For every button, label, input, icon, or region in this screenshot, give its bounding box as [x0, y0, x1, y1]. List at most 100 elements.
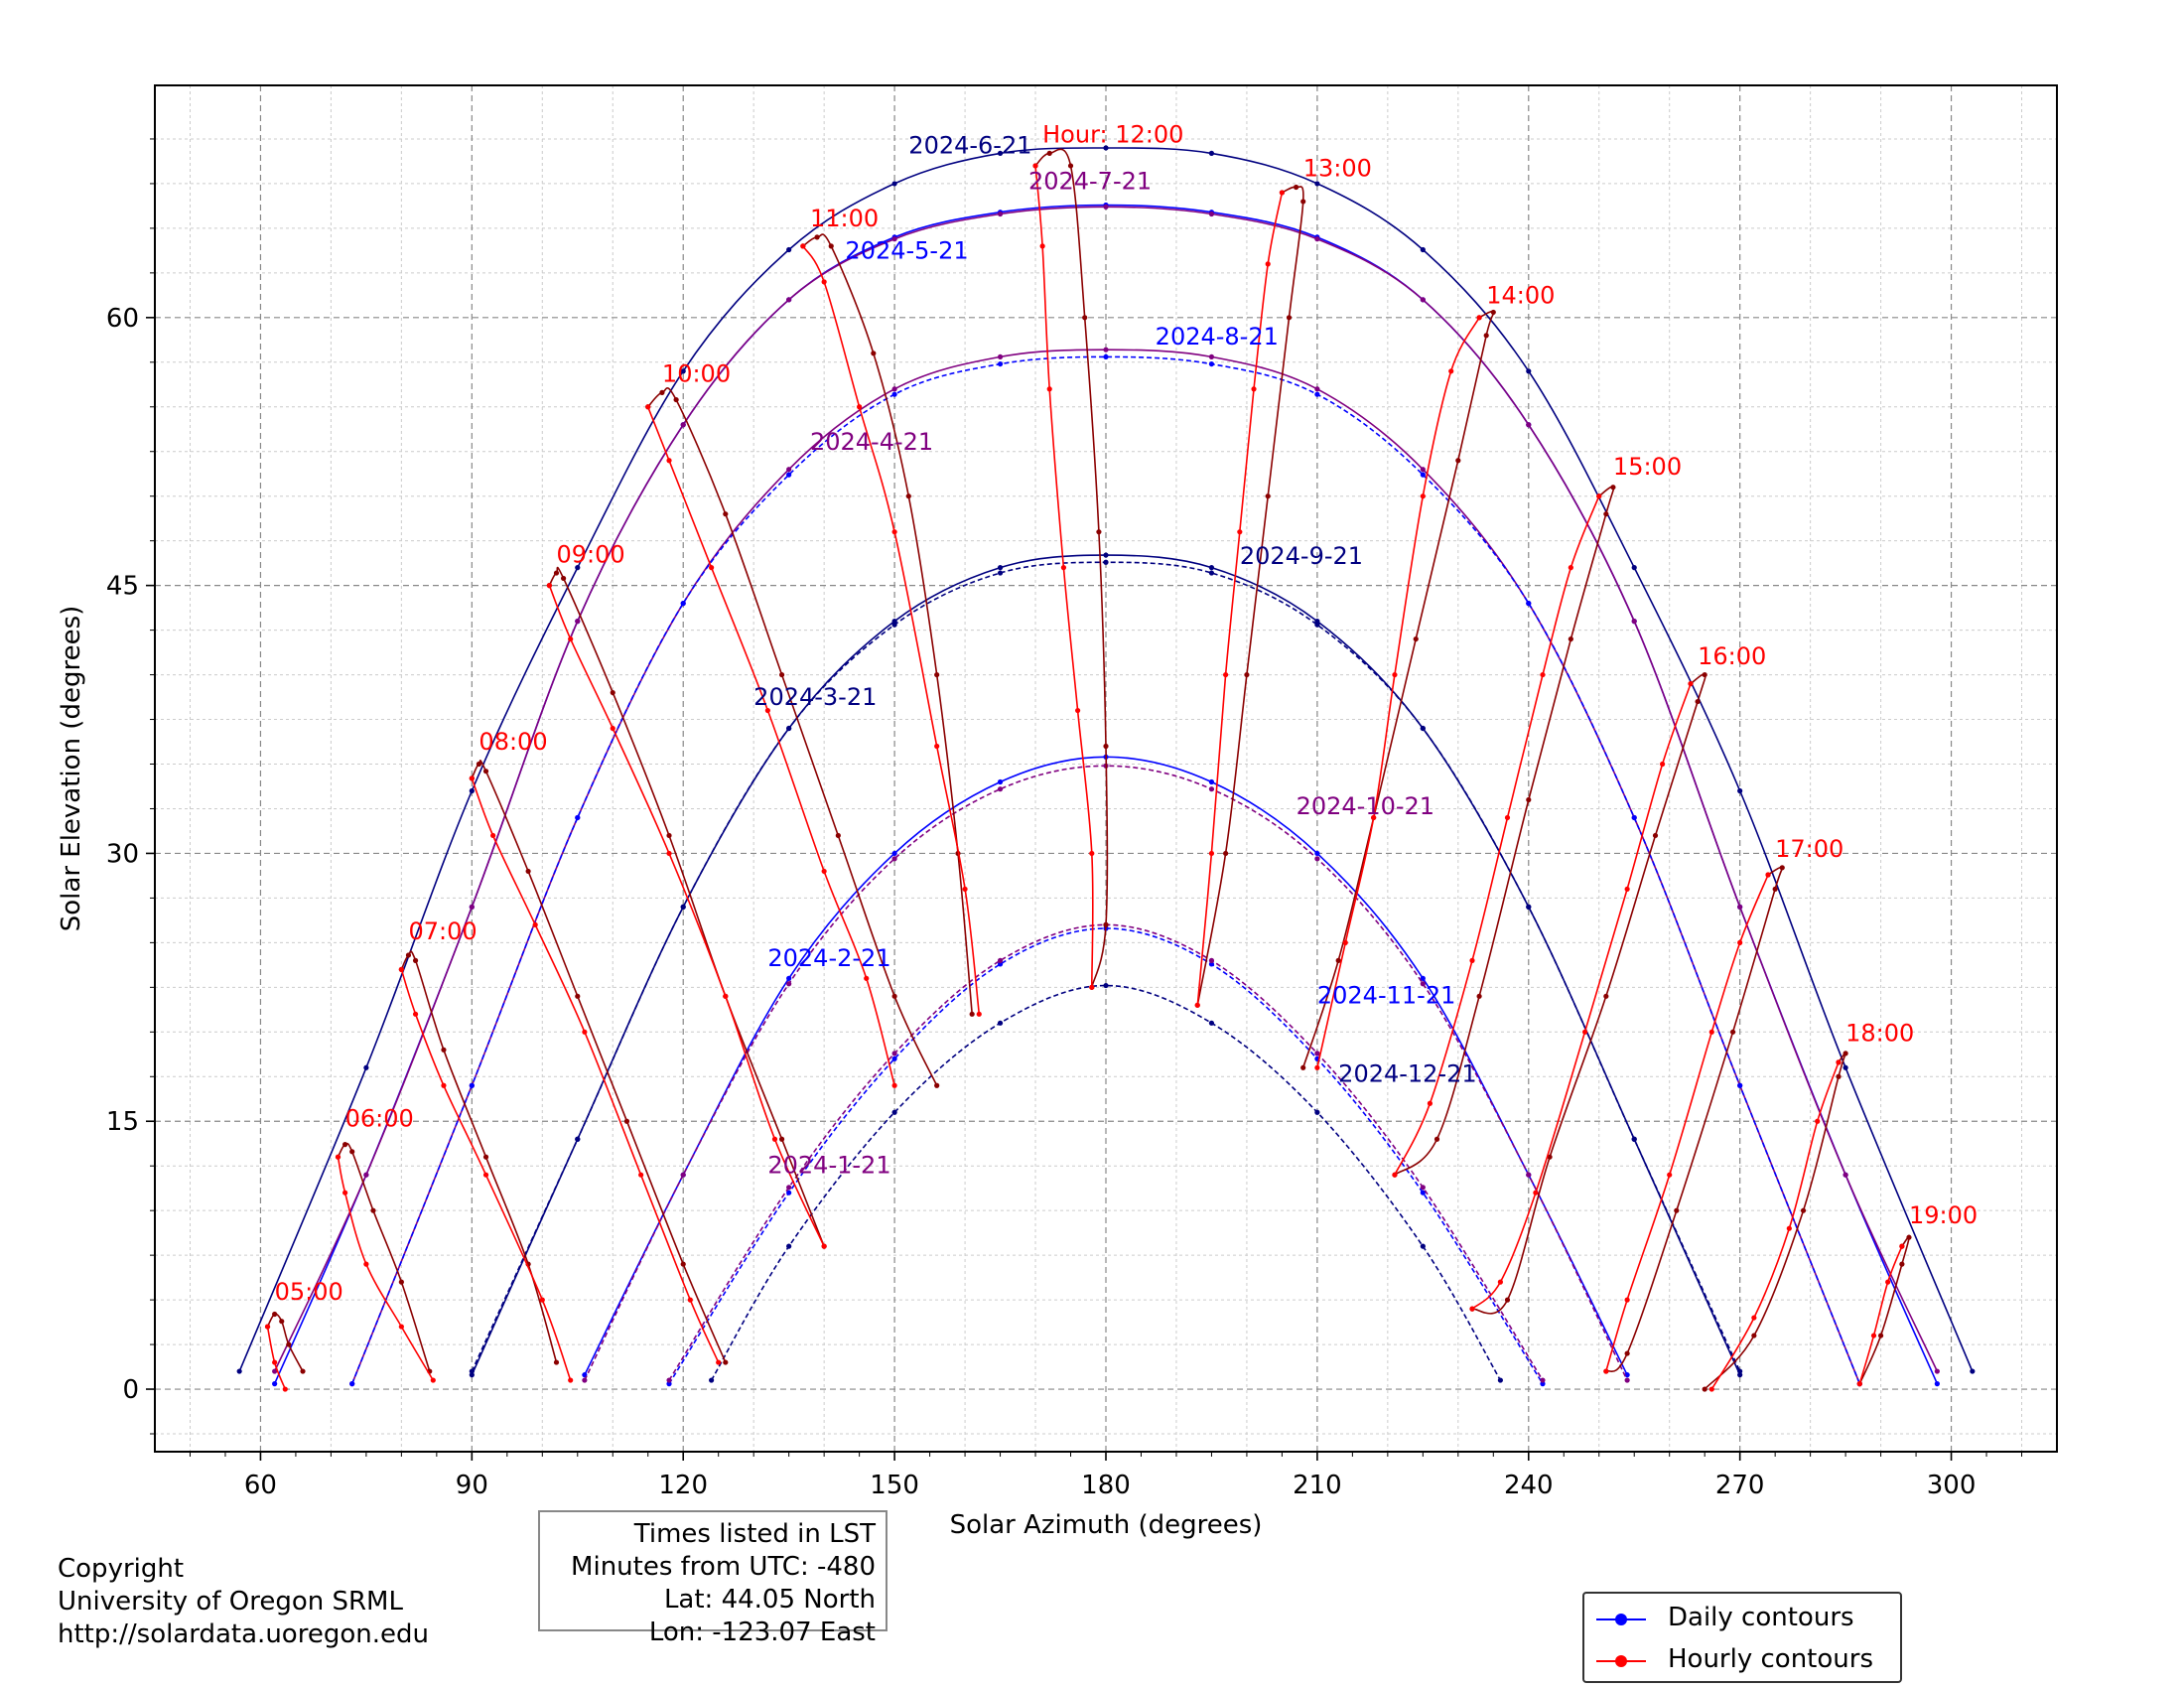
daily-contour-point — [1540, 1377, 1546, 1383]
daily-contour-point — [1314, 850, 1320, 857]
daily-contour-point — [1420, 1243, 1426, 1249]
hourly-contour-09:00 — [546, 566, 827, 1249]
hourly-contour-line — [1301, 310, 1495, 1068]
daily-contour-point — [786, 472, 792, 478]
daily-contour-point — [1737, 1372, 1743, 1378]
x-tick-label: 120 — [658, 1471, 708, 1500]
hourly-contour-return-point — [1251, 386, 1257, 392]
hourly-contour-return-point — [1765, 872, 1771, 878]
hourly-contour-point — [405, 952, 412, 958]
daily-contour-point — [1631, 814, 1637, 821]
daily-contour-point — [1631, 619, 1637, 625]
daily-contour-point — [1843, 1064, 1848, 1070]
daily-contour-point — [469, 1368, 475, 1374]
daily-contour-point — [891, 856, 897, 862]
hourly-contour-line — [471, 760, 727, 1363]
hourly-contour-point — [370, 1207, 376, 1213]
hourly-contour-return-point — [638, 1172, 644, 1178]
daily-contour-point — [891, 181, 897, 187]
hourly-contour-return-point — [764, 707, 770, 714]
hourly-contour-return-point — [1420, 493, 1426, 499]
x-tick-label: 90 — [456, 1471, 488, 1500]
hourly-contour-point — [476, 761, 482, 768]
info-utc-offset: Minutes from UTC: -480 — [571, 1552, 876, 1582]
hourly-contour-point — [1674, 1207, 1680, 1213]
daily-contour-point — [1103, 145, 1109, 151]
daily-contour-point — [680, 422, 686, 428]
daily-contour-point — [349, 1381, 355, 1387]
daily-contour-point — [1843, 1172, 1848, 1178]
daily-contour-point — [891, 391, 897, 397]
hourly-contour-point — [1772, 886, 1778, 893]
hourly-contour-point — [969, 1011, 975, 1017]
hourly-contour-point — [723, 1359, 729, 1365]
hourly-contour-return-point — [666, 850, 672, 857]
date-label: 2024-4-21 — [810, 428, 933, 456]
hourly-contour-point — [1300, 1064, 1306, 1070]
daily-contour-point — [1103, 204, 1109, 210]
hourly-contour-point — [1067, 163, 1074, 169]
daily-contour-point — [1420, 725, 1426, 732]
hourly-contour-return-point — [1581, 1029, 1588, 1035]
daily-contour-point — [272, 1381, 278, 1387]
daily-contour-point — [582, 1377, 588, 1383]
hourly-contour-point — [1624, 1350, 1630, 1356]
x-tick-label: 270 — [1715, 1471, 1765, 1500]
hourly-contour-15:00 — [1392, 485, 1616, 1178]
hourly-contour-point — [1265, 493, 1271, 499]
hourly-contour-point — [1603, 993, 1609, 999]
hourly-contour-return-point — [709, 565, 715, 571]
hourly-contour-return-point — [687, 1297, 693, 1303]
hourly-contour-17:00 — [1603, 865, 1785, 1374]
hourly-contour-return-point — [1603, 1368, 1609, 1374]
daily-contour-point — [1497, 1377, 1503, 1383]
x-tick-label: 180 — [1081, 1471, 1131, 1500]
hourly-contour-point — [814, 234, 820, 240]
hour-label: 13:00 — [1303, 155, 1372, 183]
hourly-contour-return-point — [1060, 565, 1067, 571]
hourly-contour-return-point — [1540, 671, 1546, 678]
hourly-contour-point — [1751, 1333, 1757, 1338]
legend-label-daily: Daily contours — [1668, 1603, 1854, 1632]
hourly-contour-return-point — [821, 868, 827, 875]
daily-contour-point — [1314, 391, 1320, 397]
hourly-contour-return-point — [398, 966, 404, 972]
hourly-contour-return-point — [610, 725, 615, 732]
daily-contour-point — [1103, 353, 1109, 360]
hourly-contour-point — [659, 389, 665, 395]
hourly-contour-point — [835, 832, 841, 839]
hourly-contour-return-point — [282, 1386, 288, 1392]
hourly-contour-return-point — [1223, 671, 1229, 678]
hourly-contour-08:00 — [469, 760, 729, 1365]
hour-label: 18:00 — [1845, 1019, 1914, 1047]
daily-contour-point — [1420, 1185, 1426, 1191]
hourly-contour-return-point — [771, 1136, 778, 1142]
x-axis-label: Solar Azimuth (degrees) — [950, 1510, 1263, 1540]
date-label: 2024-6-21 — [908, 131, 1031, 159]
hourly-contour-point — [482, 1154, 489, 1160]
date-label: 2024-11-21 — [1317, 982, 1455, 1010]
date-label: 2024-9-21 — [1240, 542, 1363, 570]
daily-contour-point — [1208, 1020, 1215, 1026]
daily-contour-point — [997, 957, 1004, 963]
hourly-contour-line — [548, 566, 825, 1247]
daily-contour-point — [1737, 1082, 1743, 1088]
daily-contour-point — [575, 619, 581, 625]
axis-ticks: 60 90 120 150 180 210 240 270 300 0 15 30 45 60 — [106, 138, 2023, 1500]
hourly-contour-return-point — [1427, 1100, 1433, 1106]
daily-contour-point — [1103, 347, 1109, 352]
daily-contour-point — [786, 1185, 792, 1191]
hourly-contour-return-point — [264, 1324, 271, 1330]
date-label: 2024-12-21 — [1338, 1060, 1476, 1088]
hourly-contour-line — [802, 233, 973, 1015]
daily-contour-point — [997, 150, 1004, 156]
daily-contours — [236, 145, 1976, 1387]
daily-contour-point — [786, 725, 792, 732]
daily-contour-point — [680, 1172, 686, 1178]
hourly-contour-return-point — [1737, 939, 1743, 945]
daily-contour-point — [666, 1377, 672, 1383]
daily-contour-point — [1314, 181, 1320, 187]
hourly-contour-return-point — [1504, 814, 1511, 821]
hourly-contour-point — [349, 1149, 355, 1155]
